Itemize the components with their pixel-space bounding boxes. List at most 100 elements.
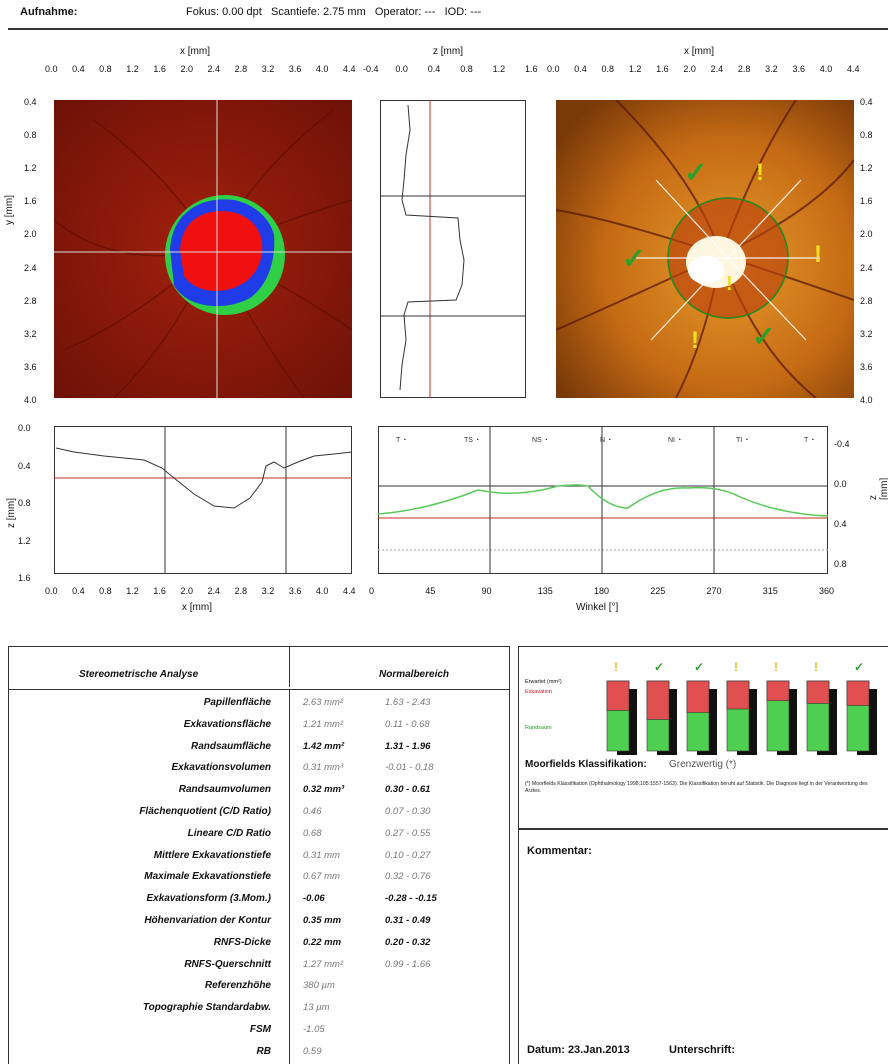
tick-label: 315	[762, 586, 778, 596]
horizontal-profile-plot	[54, 426, 352, 574]
stat-label: Exkavationsform (3.Mom.)	[146, 893, 271, 905]
warning-icon: !	[814, 660, 818, 674]
vertical-profile-plot	[380, 100, 526, 398]
tick-label: 4.0	[315, 586, 329, 596]
tick-label: 1.2	[860, 163, 873, 174]
tick-label: 1.2	[18, 535, 31, 546]
tick-label: 4.4	[343, 64, 356, 74]
tick-label: 2.4	[24, 262, 37, 273]
stat-label: Flächenquotient (C/D Ratio)	[139, 806, 271, 817]
tick-label: 3.6	[288, 586, 302, 596]
tick-label: 0	[369, 586, 375, 596]
warning-icon: !	[756, 159, 764, 186]
tick-label: 3.6	[860, 361, 873, 372]
tick-label: 3.6	[24, 361, 37, 372]
stat-row: Randsaumfläche 1.42 mm² 1.31 - 1.96	[9, 737, 509, 757]
check-icon: ✓	[622, 243, 645, 274]
tick-label: 2.8	[737, 64, 751, 74]
tick-label: 1.6	[18, 573, 31, 583]
stat-label: Referenzhöhe	[204, 980, 271, 992]
stat-range: 1.63 - 2.43	[385, 697, 431, 708]
tick-label: 1.2	[628, 64, 642, 74]
tick-label: -0.4	[834, 439, 850, 449]
stat-label: Höhenvariation der Kontur	[144, 915, 271, 926]
moorfields-bar: ✓	[846, 660, 877, 755]
tick-label: 1.6	[656, 64, 669, 74]
tick-label: 0.8	[601, 64, 615, 74]
stat-value: 0.31 mm	[303, 849, 340, 861]
warning-icon: !	[774, 660, 778, 674]
moorfields-bar: ✓	[686, 660, 717, 755]
comment-label: Kommentar:	[527, 845, 592, 857]
check-icon: ✓	[854, 660, 864, 674]
warning-icon: !	[734, 660, 738, 674]
tick-label: 1.6	[525, 64, 538, 74]
segment-label: NI ◔	[668, 437, 681, 444]
stat-value: 0.35 mm	[303, 915, 342, 926]
check-icon: ✓	[684, 157, 707, 188]
tick-label: 0.0	[45, 64, 58, 74]
tick-label: 2.0	[180, 586, 193, 596]
fundus-xticks: 0.0 0.4 0.8 1.2 1.6 2.0 2.4 2.8 3.2 3.6 4.0 4.4	[547, 64, 860, 76]
stat-range: 0.10 - 0.27	[385, 849, 431, 861]
stat-range: 0.07 - 0.30	[385, 806, 431, 817]
tick-label: 4.0	[860, 395, 873, 405]
tick-label: 0.8	[460, 64, 473, 74]
tick-label: 0.4	[72, 586, 85, 596]
tick-label: 360	[819, 586, 835, 596]
moorfields-panel: Erwartet (mm²) Exkavation Randsaum ! ✓ ✓!!…	[518, 646, 888, 830]
stat-value: 0.46	[303, 806, 322, 817]
legend-cup: Exkavation	[525, 689, 552, 695]
tick-label: 2.0	[180, 64, 193, 74]
stat-label: Lineare C/D Ratio	[187, 827, 271, 839]
hprofile-yticks: 0.0 0.4 0.8 1.2 1.6	[18, 423, 48, 583]
tick-label: 2.0	[24, 229, 37, 240]
warning-icon: !	[614, 660, 618, 674]
stat-row: RNFS-Dicke 0.22 mm 0.20 - 0.32	[9, 933, 509, 953]
stat-range: 1.31 - 1.96	[385, 740, 431, 752]
tick-label: 135	[537, 586, 553, 596]
fundus-xlabel: x [mm]	[684, 46, 714, 57]
stat-label: RNFS-Querschnitt	[184, 958, 271, 970]
hprofile-xticks: 0.0 0.4 0.8 1.2 1.6 2.0 2.4 2.8 3.2 3.6 4.0 4.4	[45, 586, 356, 598]
tick-label: 3.2	[24, 328, 37, 339]
stat-row: FSM -1.05	[9, 1020, 509, 1040]
stat-value: -0.06	[303, 893, 325, 905]
tick-label: 4.0	[24, 395, 37, 405]
hprofile-ylabel: z [mm]	[6, 498, 17, 528]
tick-label: 0.4	[18, 460, 31, 471]
stat-range: 0.32 - 0.76	[385, 871, 431, 883]
tick-label: 0.8	[860, 130, 873, 141]
tick-label: 4.0	[819, 64, 833, 74]
legend-expected: Erwartet (mm²)	[525, 679, 562, 685]
tick-label: 1.6	[24, 196, 37, 207]
contour-xticks: 0 45 90 135 180 225 270 315 360	[369, 586, 834, 598]
stat-row: Topographie Standardabw. 13 µm	[9, 998, 509, 1018]
tick-label: 2.0	[683, 64, 696, 74]
stat-value: 1.21 mm²	[303, 718, 344, 730]
stat-range: -0.01 - 0.18	[385, 762, 434, 774]
moorfields-footnote: (*) Moorfields Klassifikation (Ophthalmo…	[525, 781, 868, 794]
tick-label: 90	[481, 586, 492, 596]
stat-label: RB	[256, 1045, 271, 1057]
stat-label: Mittlere Exkavationstiefe	[153, 849, 271, 861]
stat-label: Papillenfläche	[203, 697, 271, 708]
stat-row: Flächenquotient (C/D Ratio) 0.46 0.07 - 0.…	[9, 802, 509, 822]
tick-label: 1.6	[153, 64, 166, 74]
segment-label: TI ◔	[736, 437, 748, 444]
stat-value: 380 µm	[303, 980, 335, 992]
stat-value: 2.63 mm²	[303, 697, 344, 708]
header-label: Aufnahme:	[20, 6, 78, 18]
header-info: Fokus: 0.00 dpt Scantiefe: 2.75 mm Opera…	[186, 6, 482, 18]
topography-map	[54, 100, 352, 398]
stat-row: Referenzhöhe 380 µm	[9, 976, 509, 996]
stat-value: 0.68	[303, 827, 322, 839]
stat-value: 0.59	[303, 1045, 322, 1057]
tick-label: 2.4	[207, 64, 221, 74]
tick-label: 4.0	[315, 64, 329, 74]
header-divider	[8, 28, 888, 30]
tick-label: 225	[650, 586, 666, 596]
footer-date: Datum: 23.Jan.2013	[527, 1044, 630, 1056]
tick-label: 0.0	[18, 423, 31, 433]
stat-label: Randsaumfläche	[190, 740, 271, 752]
